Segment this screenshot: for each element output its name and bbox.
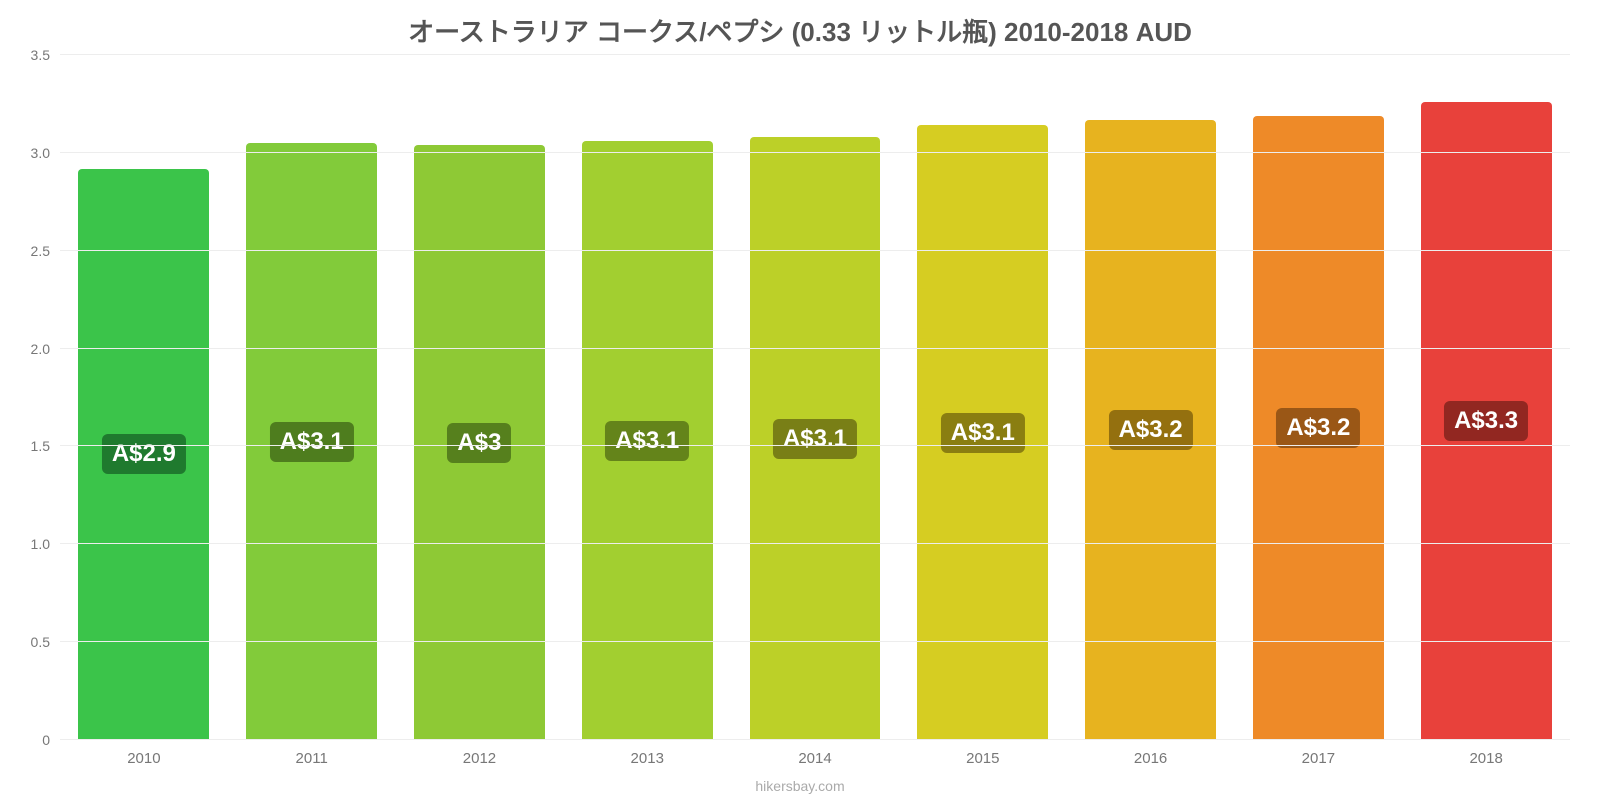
grid-line [60, 152, 1570, 153]
x-tick-label: 2014 [798, 750, 831, 767]
bar-value-label: A$3 [447, 423, 511, 463]
bar-slot: A$3.22016 [1067, 55, 1235, 740]
bar-value-label: A$3.3 [1444, 401, 1528, 441]
bar: A$3.1 [917, 125, 1048, 740]
y-tick-label: 3.0 [31, 145, 60, 161]
bar: A$3.1 [582, 141, 713, 740]
chart-title: オーストラリア コークス/ペプシ (0.33 リットル瓶) 2010-2018 … [0, 0, 1600, 49]
bar-slot: A$2.92010 [60, 55, 228, 740]
y-tick-label: 1.5 [31, 438, 60, 454]
bar-value-label: A$3.2 [1109, 410, 1193, 450]
grid-line [60, 641, 1570, 642]
grid-line [60, 739, 1570, 740]
grid-line [60, 543, 1570, 544]
bar-value-label: A$2.9 [102, 434, 186, 474]
bar-slot: A$3.22017 [1234, 55, 1402, 740]
plot-area: A$2.92010A$3.12011A$32012A$3.12013A$3.12… [60, 55, 1570, 740]
bar-value-label: A$3.1 [941, 413, 1025, 453]
x-tick-label: 2010 [127, 750, 160, 767]
bar: A$3.2 [1085, 120, 1216, 740]
bar-value-label: A$3.2 [1276, 408, 1360, 448]
bar-slot: A$3.12014 [731, 55, 899, 740]
bar: A$3.3 [1421, 102, 1552, 740]
bar: A$2.9 [78, 169, 209, 740]
grid-line [60, 348, 1570, 349]
x-tick-label: 2012 [463, 750, 496, 767]
bar-value-label: A$3.1 [773, 419, 857, 459]
grid-line [60, 445, 1570, 446]
bar-slot: A$3.12013 [563, 55, 731, 740]
y-tick-label: 2.0 [31, 341, 60, 357]
y-tick-label: 2.5 [31, 243, 60, 259]
bar: A$3.1 [246, 143, 377, 740]
source-label: hikersbay.com [755, 778, 844, 794]
bar-slot: A$3.32018 [1402, 55, 1570, 740]
y-tick-label: 3.5 [31, 47, 60, 63]
y-tick-label: 0 [42, 732, 60, 748]
x-tick-label: 2015 [966, 750, 999, 767]
bar: A$3.2 [1253, 116, 1384, 740]
grid-line [60, 250, 1570, 251]
x-tick-label: 2016 [1134, 750, 1167, 767]
bar: A$3.1 [750, 137, 881, 740]
bars-row: A$2.92010A$3.12011A$32012A$3.12013A$3.12… [60, 55, 1570, 740]
x-tick-label: 2018 [1469, 750, 1502, 767]
chart-container: オーストラリア コークス/ペプシ (0.33 リットル瓶) 2010-2018 … [0, 0, 1600, 800]
bar-value-label: A$3.1 [270, 422, 354, 462]
y-tick-label: 0.5 [31, 634, 60, 650]
bar-value-label: A$3.1 [605, 421, 689, 461]
bar-slot: A$3.12015 [899, 55, 1067, 740]
x-tick-label: 2017 [1302, 750, 1335, 767]
bar-slot: A$32012 [396, 55, 564, 740]
x-tick-label: 2011 [296, 750, 328, 767]
bar-slot: A$3.12011 [228, 55, 396, 740]
x-tick-label: 2013 [631, 750, 664, 767]
y-tick-label: 1.0 [31, 536, 60, 552]
bar: A$3 [414, 145, 545, 740]
grid-line [60, 54, 1570, 55]
